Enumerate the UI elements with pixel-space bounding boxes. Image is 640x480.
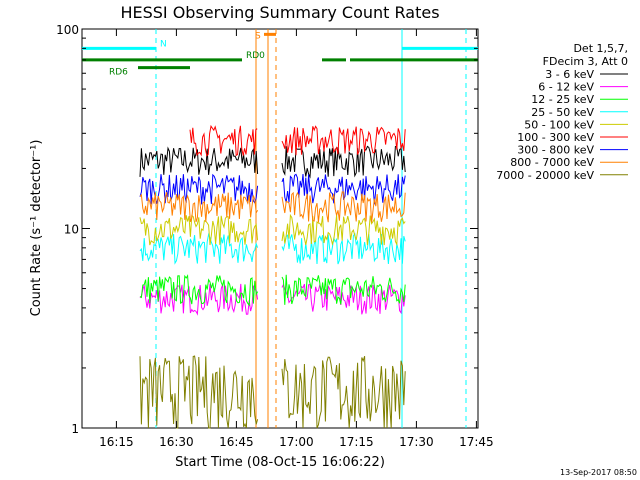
x-tick-label: 17:45 bbox=[459, 435, 494, 449]
y-tick-label: 1 bbox=[71, 422, 79, 436]
series-group bbox=[139, 124, 406, 429]
series-trace-2 bbox=[281, 283, 406, 315]
y-tick-label: 10 bbox=[64, 223, 79, 237]
series-trace-4 bbox=[139, 232, 259, 265]
x-tick-label: 16:30 bbox=[159, 435, 194, 449]
status-bar-label: RD6 bbox=[109, 68, 128, 78]
date-stamp: 13-Sep-2017 08:50 bbox=[560, 468, 637, 477]
x-tick-label: 17:30 bbox=[399, 435, 434, 449]
series-trace-7 bbox=[139, 173, 259, 205]
y-axis-ticks: 1 10 100 bbox=[56, 23, 478, 436]
series-trace-1 bbox=[281, 145, 406, 179]
x-tick-label: 17:00 bbox=[279, 435, 314, 449]
x-tick-label: 16:15 bbox=[99, 435, 134, 449]
series-trace-6 bbox=[189, 124, 258, 157]
vertical-markers bbox=[155, 29, 467, 428]
status-bars: N S RD0 RD6 bbox=[82, 31, 478, 78]
legend-entry-label: 3 - 6 keV bbox=[545, 68, 594, 81]
status-bar-label: S bbox=[255, 31, 261, 41]
series-trace-5 bbox=[139, 214, 259, 246]
legend-entry-label: 300 - 800 keV bbox=[517, 144, 594, 157]
series-trace-8 bbox=[139, 191, 259, 223]
x-axis-label: Start Time (08-Oct-15 16:06:22) bbox=[175, 455, 385, 470]
legend-entry-label: 50 - 100 keV bbox=[524, 118, 594, 131]
legend-entry-label: 12 - 25 keV bbox=[531, 93, 594, 106]
series-trace-9 bbox=[139, 355, 259, 429]
chart-title: HESSI Observing Summary Count Rates bbox=[120, 3, 439, 22]
series-trace-1 bbox=[139, 146, 259, 177]
y-tick-label: 100 bbox=[56, 23, 79, 37]
series-trace-4 bbox=[281, 232, 406, 265]
x-tick-label: 17:15 bbox=[339, 435, 374, 449]
x-axis-ticks: 16:15 16:30 16:45 17:00 17:15 17:30 17:45 bbox=[99, 29, 494, 449]
y-axis-label: Count Rate (s⁻¹ detector⁻¹) bbox=[29, 140, 44, 317]
legend-entry-label: 6 - 12 keV bbox=[538, 81, 594, 94]
series-trace-8 bbox=[281, 191, 406, 223]
series-trace-2 bbox=[139, 283, 259, 316]
series-trace-3 bbox=[139, 274, 259, 307]
legend-entry-label: 100 - 300 keV bbox=[517, 131, 594, 144]
series-trace-9 bbox=[281, 355, 406, 429]
series-trace-6 bbox=[281, 125, 406, 156]
legend-entry-label: 25 - 50 keV bbox=[531, 106, 594, 119]
series-trace-3 bbox=[281, 274, 406, 305]
series-trace-5 bbox=[281, 213, 406, 247]
legend-entry-label: 7000 - 20000 keV bbox=[496, 169, 594, 182]
legend-entry-label: 800 - 7000 keV bbox=[510, 156, 594, 169]
status-bar-label: RD0 bbox=[246, 51, 265, 61]
legend-header: FDecim 3, Att 0 bbox=[543, 55, 628, 68]
status-bar-label: N bbox=[160, 39, 167, 49]
x-tick-label: 16:45 bbox=[219, 435, 254, 449]
plot-frame bbox=[81, 28, 479, 429]
legend-header: Det 1,5,7, bbox=[573, 42, 628, 55]
